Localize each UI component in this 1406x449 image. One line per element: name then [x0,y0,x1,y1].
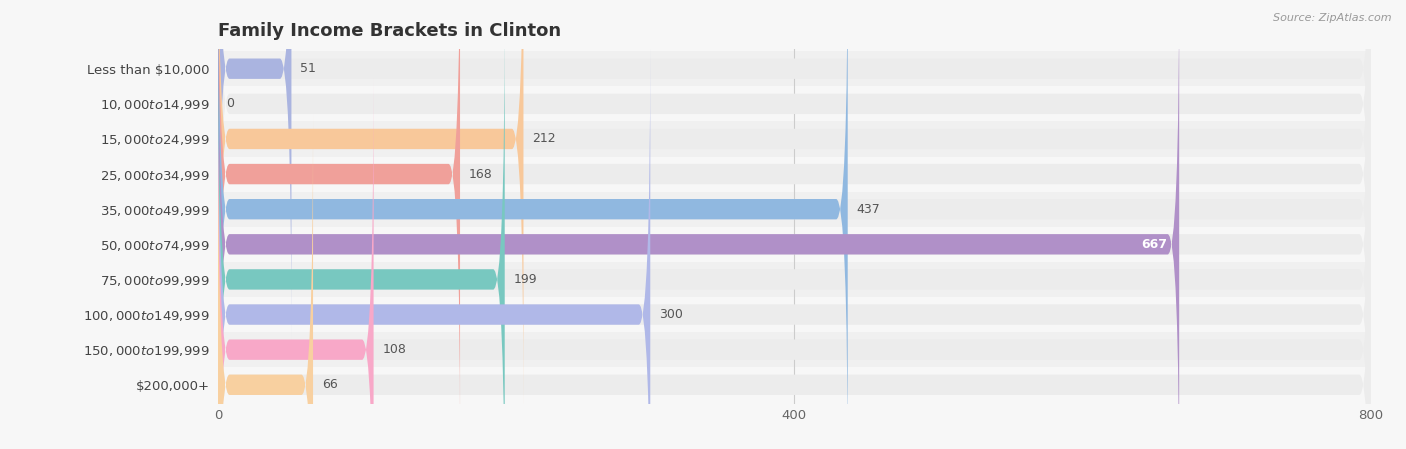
Text: Family Income Brackets in Clinton: Family Income Brackets in Clinton [218,22,561,40]
FancyBboxPatch shape [218,0,848,449]
Bar [218,332,1371,367]
FancyBboxPatch shape [218,44,650,449]
Text: 437: 437 [856,202,880,216]
Bar [218,192,1371,227]
Text: 66: 66 [322,379,337,391]
FancyBboxPatch shape [218,0,1180,449]
FancyBboxPatch shape [218,0,1371,449]
Text: 108: 108 [382,343,406,356]
Bar [218,262,1371,297]
FancyBboxPatch shape [218,79,374,449]
FancyBboxPatch shape [218,0,1371,445]
Text: Source: ZipAtlas.com: Source: ZipAtlas.com [1274,13,1392,23]
Bar [218,227,1371,262]
FancyBboxPatch shape [218,0,523,410]
Text: 667: 667 [1142,238,1167,251]
Text: 168: 168 [468,167,492,180]
Text: 300: 300 [659,308,683,321]
Bar [218,51,1371,86]
Text: 199: 199 [513,273,537,286]
FancyBboxPatch shape [218,0,1371,374]
Text: 0: 0 [226,97,235,110]
Text: 212: 212 [531,132,555,145]
FancyBboxPatch shape [218,114,1371,449]
Bar [218,121,1371,157]
Bar [218,157,1371,192]
FancyBboxPatch shape [218,79,1371,449]
Bar [218,297,1371,332]
FancyBboxPatch shape [218,114,314,449]
FancyBboxPatch shape [218,9,505,449]
FancyBboxPatch shape [218,0,1371,410]
Bar [218,86,1371,121]
FancyBboxPatch shape [218,0,460,445]
FancyBboxPatch shape [218,0,1371,339]
FancyBboxPatch shape [218,0,1371,449]
FancyBboxPatch shape [218,44,1371,449]
FancyBboxPatch shape [218,0,291,339]
Bar [218,367,1371,402]
FancyBboxPatch shape [218,9,1371,449]
Text: 51: 51 [299,62,316,75]
